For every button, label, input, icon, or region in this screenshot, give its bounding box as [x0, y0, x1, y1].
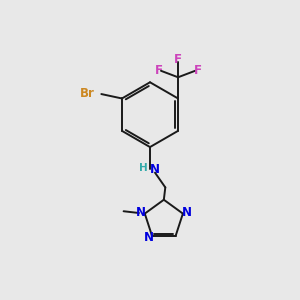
- Text: F: F: [174, 53, 182, 66]
- Text: N: N: [136, 206, 146, 219]
- Text: N: N: [182, 206, 191, 219]
- Text: N: N: [144, 231, 154, 244]
- Text: F: F: [154, 64, 163, 77]
- Text: N: N: [150, 163, 160, 176]
- Text: H: H: [139, 163, 148, 173]
- Text: Br: Br: [80, 87, 95, 100]
- Text: F: F: [194, 64, 202, 77]
